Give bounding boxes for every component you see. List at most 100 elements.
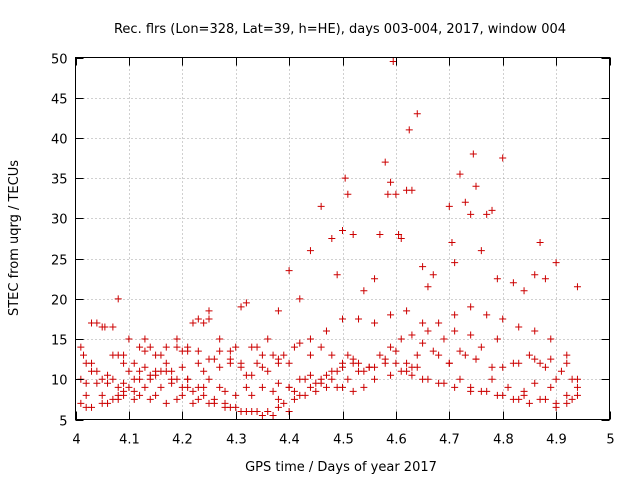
data-point: [194, 383, 202, 391]
data-point: [499, 363, 507, 371]
data-point: [424, 327, 432, 335]
data-point: [200, 391, 208, 399]
data-point: [98, 375, 106, 383]
data-point: [194, 395, 202, 403]
data-point: [552, 259, 560, 267]
data-point: [384, 190, 392, 198]
data-point: [162, 399, 170, 407]
data-point: [515, 323, 523, 331]
data-point: [493, 391, 501, 399]
data-point: [477, 343, 485, 351]
data-point: [389, 58, 397, 66]
data-point: [269, 387, 277, 395]
data-point: [285, 359, 293, 367]
data-point: [125, 383, 133, 391]
y-tick-label: 15: [51, 334, 68, 349]
data-point: [114, 395, 122, 403]
data-point: [125, 335, 133, 343]
data-point: [493, 335, 501, 343]
data-point: [232, 391, 240, 399]
data-point: [397, 235, 405, 242]
data-point: [344, 375, 352, 383]
plot-frame: [75, 57, 610, 420]
data-point: [467, 303, 475, 311]
data-point: [541, 363, 549, 371]
data-point: [435, 319, 443, 327]
data-point: [424, 283, 432, 291]
y-tick-label: 10: [51, 374, 68, 389]
data-point: [339, 383, 346, 391]
data-point: [552, 403, 560, 411]
data-point: [376, 351, 384, 359]
data-point: [312, 387, 320, 395]
data-point: [445, 359, 453, 367]
data-point: [104, 371, 112, 379]
data-point: [216, 363, 224, 371]
data-point: [205, 307, 213, 315]
data-point: [467, 210, 475, 218]
data-point: [322, 383, 330, 391]
data-point: [98, 323, 106, 331]
x-tick-label: 5: [606, 433, 614, 448]
data-point: [440, 379, 448, 387]
data-point: [109, 375, 117, 383]
data-point: [371, 275, 379, 283]
x-tick-label: 4.4: [279, 433, 300, 448]
data-point: [77, 399, 85, 407]
data-point: [242, 299, 250, 307]
data-point: [109, 323, 117, 331]
data-point: [93, 367, 101, 375]
data-point: [93, 379, 101, 387]
data-point: [274, 403, 282, 411]
y-tick-label: 20: [51, 294, 68, 309]
data-point: [162, 343, 170, 351]
data-point: [573, 391, 581, 399]
data-point: [419, 319, 427, 327]
data-point: [429, 347, 437, 355]
data-point: [387, 311, 395, 319]
data-point: [328, 375, 336, 383]
data-point: [248, 391, 256, 399]
data-point: [194, 315, 202, 323]
data-point: [88, 403, 96, 411]
data-point: [456, 347, 464, 355]
data-point: [189, 319, 197, 327]
data-point: [136, 391, 144, 399]
data-point: [146, 343, 154, 351]
data-point: [269, 351, 277, 359]
data-point: [509, 279, 517, 287]
y-tick-label: 50: [51, 53, 68, 68]
data-point: [488, 375, 496, 383]
x-axis-label: GPS time / Days of year 2017: [245, 460, 437, 475]
data-point: [280, 351, 288, 359]
data-point: [397, 367, 405, 375]
data-point: [392, 359, 400, 367]
data-point: [525, 399, 533, 407]
data-point: [317, 343, 325, 351]
data-point: [536, 395, 544, 403]
grid: [75, 57, 610, 420]
data-point: [408, 371, 416, 379]
x-axis-ticks: 4 4.1 4.2 4.3 4.4 4.5 4.6 4.7 4.8 4.9 5: [72, 57, 615, 448]
data-point: [392, 347, 400, 355]
y-tick-label: 45: [51, 93, 68, 108]
data-point: [237, 303, 245, 311]
data-point: [280, 399, 288, 407]
data-point: [258, 411, 266, 419]
data-point: [355, 367, 363, 375]
data-point: [525, 351, 533, 359]
data-point: [531, 379, 539, 387]
data-point: [285, 267, 293, 275]
data-point: [419, 339, 427, 347]
data-point: [339, 315, 346, 323]
data-point: [146, 395, 154, 403]
data-point: [440, 335, 448, 343]
data-point: [157, 383, 165, 391]
chart-title: Rec. flrs (Lon=328, Lat=39, h=HE), days …: [114, 22, 566, 37]
data-point: [258, 351, 266, 359]
y-tick-label: 40: [51, 133, 68, 148]
data-point: [371, 375, 379, 383]
data-point: [274, 395, 282, 403]
data-point: [296, 295, 304, 303]
data-point: [130, 359, 138, 367]
